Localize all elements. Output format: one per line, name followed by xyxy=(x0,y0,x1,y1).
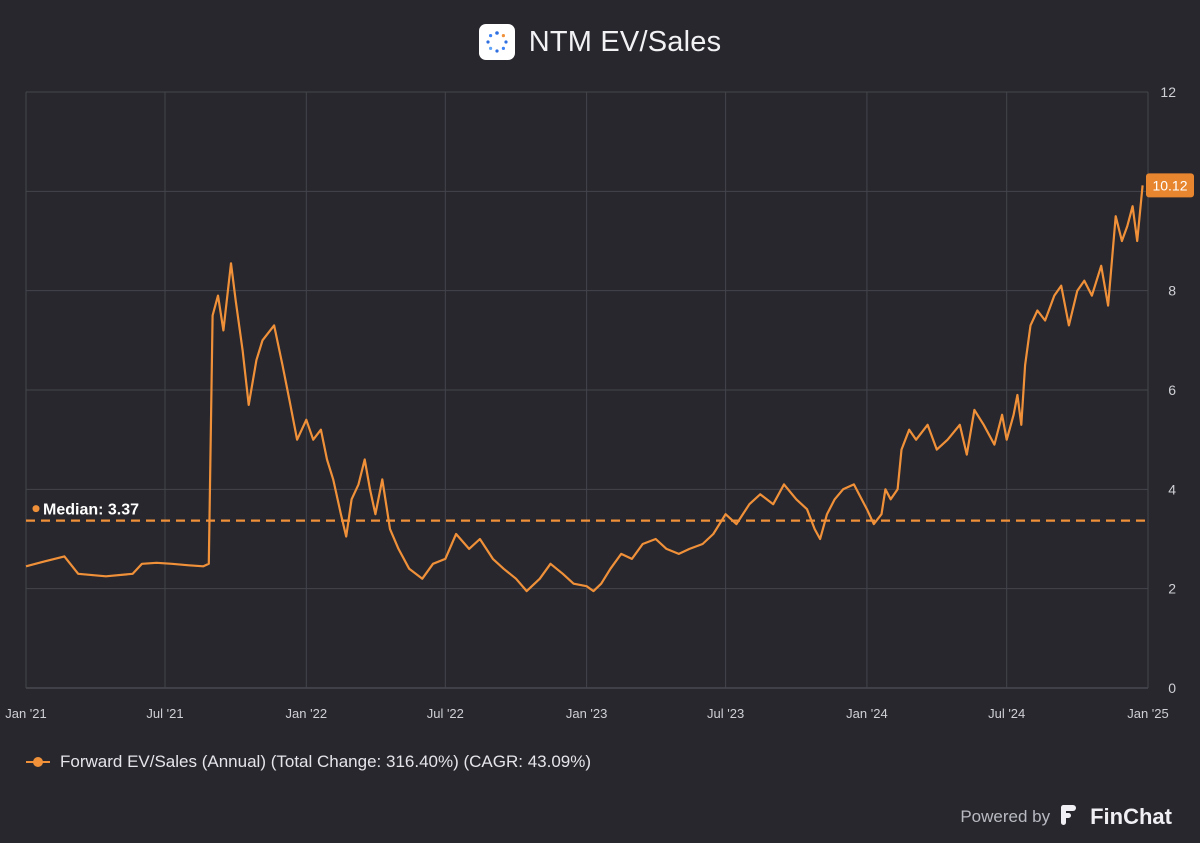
grid-lines xyxy=(25,91,1149,689)
y-tick-label: 0 xyxy=(1168,680,1176,696)
x-tick-label: Jan '24 xyxy=(846,706,888,721)
y-tick-label: 6 xyxy=(1168,382,1176,398)
x-tick-label: Jul '24 xyxy=(988,706,1025,721)
x-tick-label: Jan '25 xyxy=(1127,706,1169,721)
powered-by-text: Powered by xyxy=(960,807,1051,826)
y-tick-label: 12 xyxy=(1160,84,1176,100)
x-tick-label: Jul '22 xyxy=(427,706,464,721)
series-layer xyxy=(25,185,1144,593)
x-tick-label: Jan '23 xyxy=(566,706,608,721)
legend-marker-icon xyxy=(26,755,50,769)
legend[interactable]: Forward EV/Sales (Annual) (Total Change:… xyxy=(26,748,591,776)
median-label: Median: 3.37 xyxy=(43,502,139,519)
finchat-dots-icon xyxy=(478,24,515,60)
x-tick-label: Jul '23 xyxy=(707,706,744,721)
median-line-group: Median: 3.37 xyxy=(26,502,1148,522)
x-tick-label: Jul '21 xyxy=(146,706,183,721)
last-value-box xyxy=(1146,173,1194,198)
last-value-badge: 10.12 xyxy=(1146,173,1194,198)
y-tick-label: 4 xyxy=(1168,481,1176,497)
y-tick-label: 2 xyxy=(1168,581,1176,597)
x-tick-label: Jan '21 xyxy=(5,706,47,721)
chart-header: NTM EV/Sales xyxy=(0,18,1200,66)
x-tick-label: Jan '22 xyxy=(286,706,328,721)
legend-label: Forward EV/Sales (Annual) (Total Change:… xyxy=(60,752,592,771)
powered-by-footer: Powered by FinChat xyxy=(960,800,1172,834)
x-axis-ticks: Jan '21 Jul '21 Jan '22 Jul '22 Jan '23 Jul '… xyxy=(5,706,1169,721)
chart-title: NTM EV/Sales xyxy=(528,25,722,58)
y-tick-label: 8 xyxy=(1168,283,1176,299)
last-value-label: 10.12 xyxy=(1152,177,1187,193)
finchat-logo-icon xyxy=(1058,803,1082,832)
y-axis-ticks: 0 2 4 6 8 12 xyxy=(1160,84,1176,696)
series-line xyxy=(25,185,1144,593)
brand-name: FinChat xyxy=(1090,804,1172,829)
median-dot xyxy=(32,505,40,513)
